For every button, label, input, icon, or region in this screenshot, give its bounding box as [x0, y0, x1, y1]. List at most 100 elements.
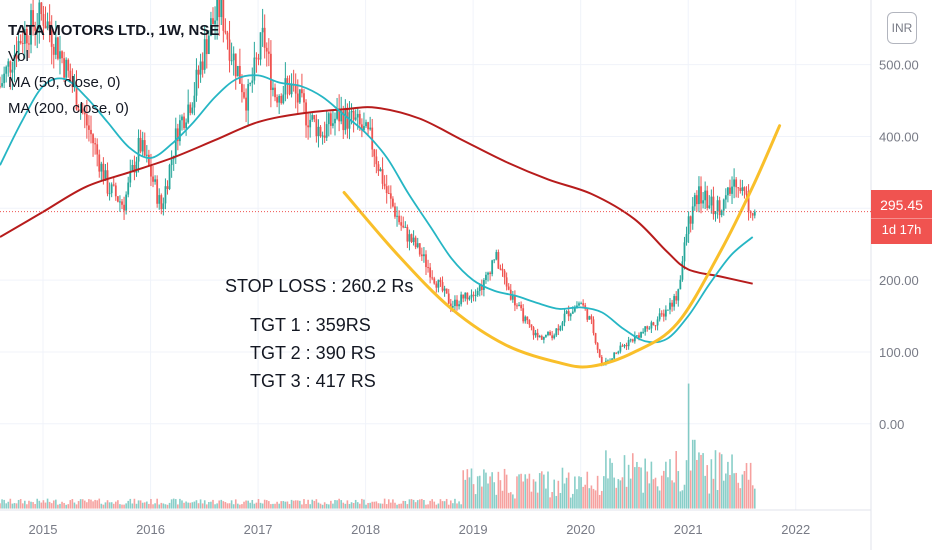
volume-bar	[458, 501, 460, 509]
candle-body	[470, 294, 473, 298]
candle-body	[96, 144, 99, 155]
candle-body	[714, 211, 717, 215]
candle-body	[650, 322, 653, 329]
candle-body	[176, 128, 179, 142]
volume-bar	[352, 502, 355, 509]
volume-bar	[671, 480, 673, 509]
candle-body	[718, 200, 721, 216]
candle-body	[116, 196, 119, 202]
volume-bar	[7, 501, 10, 509]
candle-body	[44, 25, 47, 29]
volume-bar	[603, 476, 605, 509]
volume-bar	[567, 472, 570, 509]
volume-bar	[77, 501, 80, 509]
candle-body	[214, 20, 216, 25]
volume-bar	[729, 474, 731, 509]
volume-bar	[694, 439, 696, 509]
volume-bar	[187, 502, 189, 509]
candle-body	[88, 125, 90, 130]
candle-body	[503, 270, 506, 278]
volume-bar	[617, 479, 620, 509]
volume-bar	[296, 500, 299, 509]
candle-body	[253, 57, 256, 81]
x-tick-label: 2015	[29, 522, 58, 537]
volume-bar	[342, 502, 345, 509]
volume-bar	[129, 498, 132, 509]
volume-bar	[714, 450, 717, 509]
candle-body	[34, 26, 37, 31]
volume-bar	[28, 500, 30, 509]
volume-bar	[747, 479, 750, 509]
volume-bar	[727, 461, 729, 509]
volume-bar	[11, 503, 14, 509]
candle-body	[121, 201, 123, 205]
candle-body	[737, 187, 740, 189]
candle-body	[129, 171, 132, 183]
volume-bar	[698, 452, 700, 509]
candle-body	[75, 84, 78, 110]
candle-body	[269, 53, 272, 91]
candle-body	[3, 73, 6, 84]
candle-body	[131, 164, 134, 172]
volume-bar	[483, 469, 485, 509]
candle-body	[336, 108, 338, 119]
candle-body	[735, 179, 738, 188]
volume-bar	[55, 499, 57, 509]
candle-body	[458, 304, 460, 307]
volume-bar	[319, 503, 322, 509]
volume-bar	[3, 499, 5, 509]
volume-bar	[658, 490, 661, 509]
candle-body	[573, 306, 576, 312]
legend-vol: Vol	[8, 48, 29, 65]
candle-body	[365, 122, 367, 127]
candle-body	[69, 70, 72, 81]
volume-bar	[5, 503, 8, 509]
candle-body	[743, 187, 746, 191]
volume-bar	[545, 488, 547, 509]
volume-bar	[398, 503, 400, 509]
volume-bar	[164, 504, 167, 509]
x-tick-label: 2018	[351, 522, 380, 537]
candle-body	[369, 127, 372, 130]
volume-bar	[416, 500, 419, 509]
candle-body	[104, 170, 107, 181]
volume-bar	[330, 500, 332, 509]
candle-body	[528, 320, 531, 325]
candle-body	[532, 327, 535, 336]
candle-body	[350, 110, 353, 113]
candle-body	[501, 268, 504, 271]
volume-bar	[241, 504, 243, 509]
volume-bar	[646, 471, 649, 509]
candle-body	[398, 215, 401, 223]
volume-bar	[365, 504, 367, 509]
volume-bar	[600, 490, 603, 509]
volume-bar	[61, 501, 63, 509]
volume-bar	[737, 482, 740, 509]
candle-body	[505, 277, 508, 287]
volume-bar	[249, 502, 252, 509]
volume-bar	[212, 499, 214, 509]
volume-bar	[741, 474, 744, 509]
volume-bar	[189, 502, 192, 509]
volume-bar	[638, 466, 640, 509]
volume-bar	[412, 499, 415, 509]
volume-bar	[346, 500, 349, 509]
volume-bar	[48, 501, 51, 509]
volume-bar	[644, 458, 646, 509]
candle-body	[662, 313, 665, 317]
volume-bar	[642, 492, 644, 509]
volume-bar	[152, 504, 154, 509]
volume-bar	[489, 476, 491, 509]
candle-body	[557, 328, 560, 331]
candle-body	[561, 322, 564, 326]
currency-badge[interactable]: INR	[887, 12, 917, 44]
candle-body	[545, 335, 547, 337]
volume-bar	[38, 500, 41, 509]
volume-bar	[501, 490, 504, 509]
volume-bar	[677, 471, 680, 509]
volume-bar	[117, 500, 119, 509]
candle-body	[429, 267, 432, 278]
candle-body	[408, 234, 411, 242]
volume-bar	[582, 486, 584, 509]
